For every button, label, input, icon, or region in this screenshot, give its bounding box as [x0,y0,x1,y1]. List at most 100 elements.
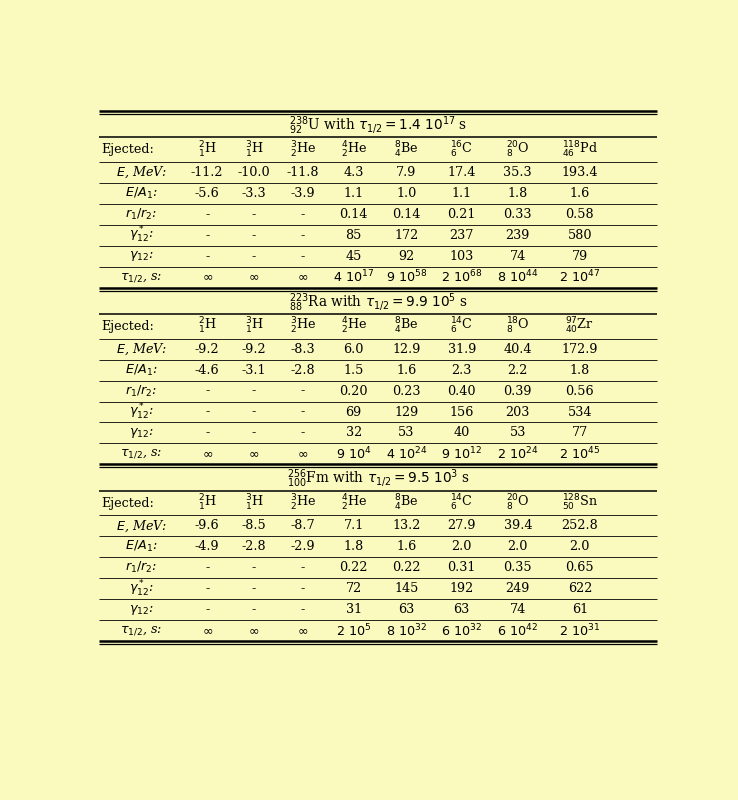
Text: $^{20}_{8}$O: $^{20}_{8}$O [506,139,530,160]
Text: 0.14: 0.14 [339,208,368,221]
Text: -8.3: -8.3 [291,342,315,356]
Text: -: - [205,582,210,595]
Text: 0.22: 0.22 [339,562,368,574]
Text: 74: 74 [510,603,526,616]
Text: -: - [205,562,210,574]
Text: -: - [252,562,256,574]
Text: -10.0: -10.0 [238,166,270,179]
Text: $\infty$: $\infty$ [297,447,308,460]
Text: $4~10^{24}$: $4~10^{24}$ [386,446,427,462]
Text: $4~10^{17}$: $4~10^{17}$ [333,269,374,286]
Text: $2~10^{47}$: $2~10^{47}$ [559,269,601,286]
Text: 534: 534 [568,406,592,418]
Text: -: - [252,385,256,398]
Text: $\infty$: $\infty$ [249,270,260,284]
Text: $\gamma^*_{12}$:: $\gamma^*_{12}$: [129,402,154,422]
Text: $E$, MeV:: $E$, MeV: [116,518,167,534]
Text: $^{118}_{46}$Pd: $^{118}_{46}$Pd [562,139,598,160]
Text: 40: 40 [454,426,470,439]
Text: 0.56: 0.56 [565,385,594,398]
Text: $E/A_1$:: $E/A_1$: [125,362,158,378]
Text: 40.4: 40.4 [503,342,532,356]
Text: -: - [300,406,305,418]
Text: -: - [300,229,305,242]
Text: -8.5: -8.5 [242,519,266,533]
Text: $\infty$: $\infty$ [201,624,213,637]
Text: $\infty$: $\infty$ [249,624,260,637]
Text: -: - [300,426,305,439]
Text: 45: 45 [345,250,362,262]
Text: 39.4: 39.4 [503,519,532,533]
Text: 7.1: 7.1 [343,519,364,533]
Text: $^{14}_{6}$C: $^{14}_{6}$C [450,316,473,337]
Text: -11.8: -11.8 [286,166,319,179]
Text: 156: 156 [449,406,474,418]
Text: $\infty$: $\infty$ [249,447,260,460]
Text: Ejected:: Ejected: [101,143,154,156]
Text: 32: 32 [345,426,362,439]
Text: 0.58: 0.58 [565,208,594,221]
Text: 31.9: 31.9 [447,342,476,356]
Text: $\gamma^*_{12}$:: $\gamma^*_{12}$: [129,225,154,246]
Text: -3.9: -3.9 [291,187,315,200]
Text: $^{20}_{8}$O: $^{20}_{8}$O [506,493,530,514]
Text: $^{256}_{100}$Fm with $\tau_{1/2} = 9.5~10^{3}$ s: $^{256}_{100}$Fm with $\tau_{1/2} = 9.5~… [287,468,469,490]
Text: 193.4: 193.4 [562,166,598,179]
Text: -5.6: -5.6 [195,187,220,200]
Text: $8~10^{44}$: $8~10^{44}$ [497,269,539,286]
Text: -2.8: -2.8 [242,541,266,554]
Text: -9.2: -9.2 [195,342,219,356]
Text: 7.9: 7.9 [396,166,417,179]
Text: 172: 172 [394,229,418,242]
Text: 0.33: 0.33 [503,208,532,221]
Text: 1.1: 1.1 [452,187,472,200]
Text: $2~10^{45}$: $2~10^{45}$ [559,446,601,462]
Text: -: - [252,603,256,616]
Text: 622: 622 [568,582,592,595]
Text: 2.2: 2.2 [508,364,528,377]
Text: -: - [205,406,210,418]
Text: -: - [205,250,210,262]
Text: -: - [205,229,210,242]
Text: 1.6: 1.6 [396,541,417,554]
Text: -: - [252,406,256,418]
Text: Ejected:: Ejected: [101,497,154,510]
Text: -3.1: -3.1 [242,364,266,377]
Text: -: - [252,426,256,439]
Text: 31: 31 [345,603,362,616]
Text: $6~10^{42}$: $6~10^{42}$ [497,622,538,639]
Text: $\tau_{1/2}$, s:: $\tau_{1/2}$, s: [120,624,162,637]
Text: -4.9: -4.9 [195,541,219,554]
Text: 12.9: 12.9 [393,342,421,356]
Text: $\gamma_{12}$:: $\gamma_{12}$: [129,602,154,617]
Text: -: - [205,426,210,439]
Text: 1.5: 1.5 [343,364,364,377]
Text: -: - [205,603,210,616]
Text: 103: 103 [449,250,474,262]
Text: -: - [300,582,305,595]
Text: 0.39: 0.39 [503,385,532,398]
Text: -3.3: -3.3 [242,187,266,200]
Text: -: - [252,582,256,595]
Text: $^{4}_{2}$He: $^{4}_{2}$He [340,139,367,160]
Text: $9~10^{12}$: $9~10^{12}$ [441,446,482,462]
Text: 13.2: 13.2 [393,519,421,533]
Text: $\gamma_{12}$:: $\gamma_{12}$: [129,249,154,263]
Text: $^{3}_{2}$He: $^{3}_{2}$He [289,139,316,160]
Text: 0.31: 0.31 [447,562,476,574]
Text: 0.20: 0.20 [339,385,368,398]
Text: $\infty$: $\infty$ [297,270,308,284]
Text: 74: 74 [510,250,526,262]
Text: $2~10^{31}$: $2~10^{31}$ [559,622,601,639]
Text: $^{3}_{1}$H: $^{3}_{1}$H [245,316,263,337]
Text: $^{8}_{4}$Be: $^{8}_{4}$Be [394,493,418,514]
Text: 63: 63 [454,603,470,616]
Text: -9.2: -9.2 [242,342,266,356]
Text: -: - [252,250,256,262]
Text: $\tau_{1/2}$, s:: $\tau_{1/2}$, s: [120,447,162,460]
Text: 77: 77 [572,426,588,439]
Text: $^{8}_{4}$Be: $^{8}_{4}$Be [394,139,418,160]
Text: 1.1: 1.1 [344,187,364,200]
Text: 249: 249 [506,582,530,595]
Text: $^{2}_{1}$H: $^{2}_{1}$H [198,493,216,514]
